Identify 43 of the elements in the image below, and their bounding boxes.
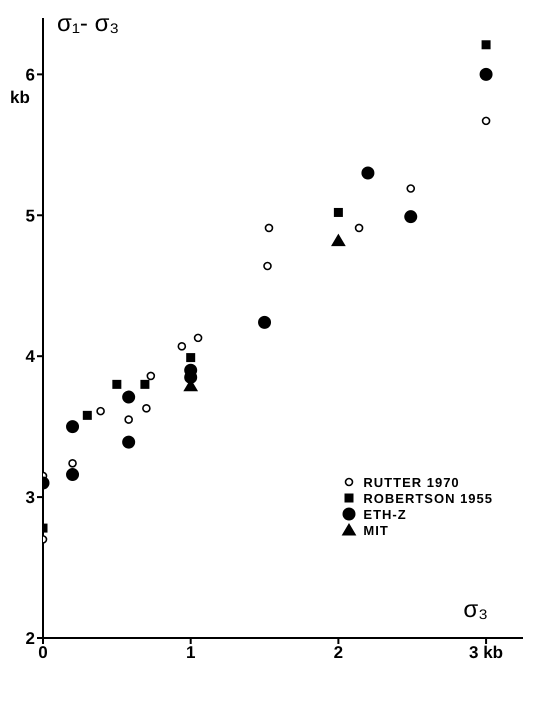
point — [263, 262, 272, 270]
legend-label: ROBERTSON 1955 — [363, 490, 493, 506]
point — [178, 342, 186, 351]
point — [482, 40, 491, 50]
x-tick-label: 3 kb — [469, 643, 504, 662]
point — [66, 468, 80, 482]
y-axis-title: σ₁- σ₃ — [57, 10, 120, 38]
x-tick-label: 2 — [334, 643, 344, 662]
point — [122, 436, 136, 449]
point — [142, 404, 151, 413]
y-tick-label: 3 — [26, 488, 35, 508]
point — [404, 210, 418, 224]
point — [354, 224, 364, 232]
point — [331, 234, 346, 246]
point — [186, 353, 196, 362]
point — [124, 415, 133, 424]
point — [264, 224, 274, 232]
point — [112, 380, 122, 389]
x-axis-title: σ₃ — [463, 596, 488, 624]
y-tick-label: 4 — [26, 347, 36, 366]
x-tick-label: 0 — [38, 643, 48, 662]
point — [334, 208, 343, 217]
point — [68, 458, 77, 468]
point — [96, 406, 105, 416]
text: kb — [10, 88, 30, 108]
point — [406, 184, 416, 193]
point — [258, 316, 272, 329]
y-tick-label: 2 — [26, 629, 35, 648]
point — [140, 380, 150, 389]
point — [361, 166, 374, 180]
point — [66, 420, 80, 434]
y-tick-label: 6 — [26, 65, 35, 84]
point — [482, 116, 490, 126]
x-tick-label: 1 — [186, 643, 196, 662]
point — [146, 372, 156, 380]
legend-label: RUTTER 1970 — [363, 474, 460, 490]
legend-label: MIT — [363, 522, 389, 538]
point — [480, 68, 493, 81]
legend-label: ETH-Z — [363, 506, 407, 522]
point — [122, 390, 136, 404]
y-tick-label: 5 — [26, 206, 35, 226]
point — [82, 410, 92, 420]
point — [194, 334, 202, 342]
